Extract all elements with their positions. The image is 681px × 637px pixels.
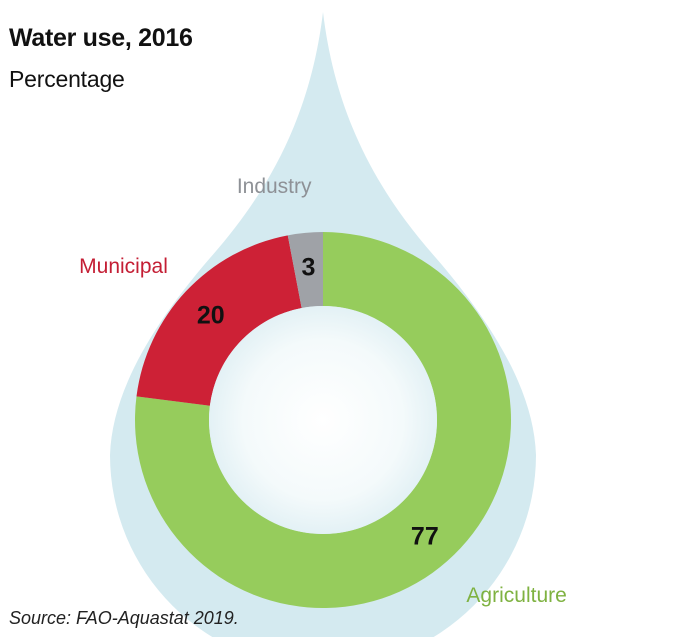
category-label-agriculture: Agriculture: [466, 584, 566, 607]
donut-slices: [135, 232, 511, 609]
category-label-municipal: Municipal: [79, 255, 168, 278]
source-note: Source: FAO-Aquastat 2019.: [9, 608, 239, 628]
value-label-agriculture: 77: [411, 523, 439, 551]
slice-industry: [287, 232, 323, 309]
chart-subtitle: Percentage: [9, 66, 125, 92]
donut-hole: [209, 306, 437, 534]
donut-labels: 77 Agriculture 20 Municipal 3 Industry: [79, 175, 567, 607]
value-label-industry: 3: [302, 254, 316, 282]
chart-title: Water use, 2016: [9, 24, 193, 52]
category-label-industry: Industry: [237, 175, 312, 198]
slice-agriculture: [135, 232, 511, 609]
slice-municipal: [136, 235, 302, 406]
value-label-municipal: 20: [197, 302, 225, 330]
